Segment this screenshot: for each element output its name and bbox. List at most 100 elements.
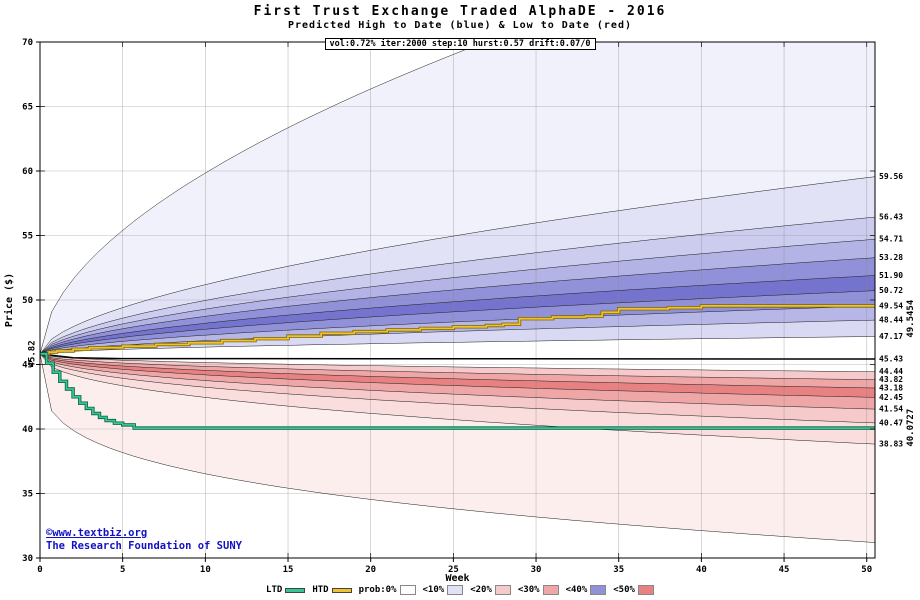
x-tick-label: 10 — [200, 565, 211, 575]
fan-boundary-curve — [40, 319, 875, 355]
band-value-label: 42.45 — [879, 393, 903, 402]
fan-boundary-curve — [40, 353, 875, 424]
fan-boundary-curve — [40, 353, 875, 372]
band-value-label: 47.17 — [879, 332, 903, 341]
legend-prob50-label: <50% — [613, 585, 635, 595]
series-lines — [40, 42, 875, 543]
fan-band — [40, 353, 875, 445]
x-axis-title: Week — [445, 573, 469, 584]
legend-prob30-label: <30% — [517, 585, 540, 595]
copyright-url: ©www.textbiz.org — [46, 527, 148, 539]
htd-line — [40, 305, 875, 355]
fan-band — [40, 353, 875, 423]
fan-boundary-curve — [40, 353, 875, 398]
band-value-label: 49.54 — [879, 301, 903, 310]
legend-prob10-label: <10% — [422, 585, 445, 595]
x-tick-label: 50 — [861, 565, 872, 575]
legend-prob40-label: <40% — [565, 585, 588, 595]
y-tick-label: 70 — [22, 38, 33, 48]
legend: LTD HTD prob:0% <10% <20% <30% <40% <50 — [0, 585, 920, 595]
x-tick-label: 30 — [531, 565, 542, 575]
x-tick-label: 45 — [779, 565, 790, 575]
x-tick-label: 5 — [120, 565, 125, 575]
y-tick-label: 45 — [22, 361, 33, 371]
x-tick-label: 0 — [37, 565, 42, 575]
ltd-line — [40, 353, 875, 429]
legend-item-prob50: <50% — [613, 585, 654, 595]
legend-prob40-swatch — [590, 585, 607, 595]
labels: 0 5 10 15 20 25 30 35 40 45 50 30 35 40 45 50 55 60 65 70 We… — [3, 38, 916, 584]
fan-boundary-curve — [40, 353, 875, 389]
fan-boundary-curve — [40, 290, 875, 355]
fan-band — [40, 176, 875, 354]
x-tick-label: 25 — [448, 565, 459, 575]
band-value-label: 56.43 — [879, 213, 903, 222]
band-value-label: 41.54 — [879, 405, 903, 414]
legend-prob30-swatch — [542, 585, 559, 595]
band-value-label: 53.28 — [879, 253, 903, 262]
y-tick-label: 35 — [22, 490, 33, 500]
fan-band — [40, 275, 875, 354]
y-tick-label: 55 — [22, 232, 33, 242]
legend-item-prob0: prob:0% — [359, 585, 416, 595]
fan-band — [40, 353, 875, 388]
band-value-label: 51.90 — [879, 271, 903, 280]
fan-band — [40, 290, 875, 354]
y-tick-label: 50 — [22, 296, 33, 306]
legend-item-ltd: LTD — [266, 585, 306, 595]
copyright-org: The Research Foundation of SUNY — [46, 540, 242, 552]
legend-prob10-swatch — [447, 585, 464, 595]
legend-item-prob20: <20% — [470, 585, 511, 595]
x-tick-label: 20 — [365, 565, 376, 575]
fan-boundary-curve — [40, 257, 875, 355]
y-axis-title: Price ($) — [3, 273, 15, 327]
fan-boundary-curve — [40, 238, 875, 355]
fan-boundary-curve — [40, 305, 875, 355]
fan-boundary-curve — [40, 353, 875, 543]
copyright: ©www.textbiz.org The Research Foundation… — [46, 527, 242, 553]
band-value-label: 54.71 — [879, 235, 903, 244]
legend-prob20-swatch — [494, 585, 511, 595]
start-price-label: 45.82 — [28, 340, 38, 367]
final-value-label: 49.5454 — [906, 299, 916, 338]
legend-ltd-swatch — [285, 587, 306, 593]
legend-item-prob30: <30% — [518, 585, 559, 595]
fan-bands — [40, 42, 875, 543]
band-value-label: 38.83 — [879, 440, 903, 449]
x-tick-label: 40 — [696, 565, 707, 575]
x-tick-label: 15 — [283, 565, 294, 575]
fan-boundary-curve — [40, 176, 875, 355]
legend-prob20-label: <20% — [470, 585, 492, 595]
legend-prob0-label: prob:0% — [358, 585, 397, 595]
band-value-label: 50.72 — [879, 286, 903, 295]
fan-band — [40, 320, 875, 354]
fan-band — [40, 353, 875, 398]
fan-boundary-curve — [40, 275, 875, 355]
fan-band — [40, 42, 875, 354]
x-tick-label: 35 — [613, 565, 624, 575]
final-value-label: 40.0727 — [906, 409, 916, 447]
legend-item-prob40: <40% — [566, 585, 607, 595]
fan-boundary-curve — [40, 216, 875, 355]
fan-boundary-curve — [40, 353, 875, 410]
y-tick-label: 30 — [22, 554, 33, 564]
legend-prob0-swatch — [399, 585, 416, 595]
legend-htd-label: HTD — [312, 585, 329, 595]
band-value-label: 43.18 — [879, 383, 903, 392]
band-value-label: 45.43 — [879, 354, 903, 363]
fan-boundary-curve — [40, 336, 875, 355]
fan-band — [40, 239, 875, 354]
legend-item-htd: HTD — [312, 585, 352, 595]
fan-band — [40, 353, 875, 410]
mid-price-line — [40, 353, 875, 360]
legend-htd-swatch — [331, 587, 352, 593]
band-value-label: 44.44 — [879, 367, 903, 376]
fan-boundary-curve — [40, 353, 875, 445]
fan-band — [40, 257, 875, 354]
legend-prob50-swatch — [637, 585, 654, 595]
fan-boundary-curve — [40, 353, 875, 380]
y-tick-label: 60 — [22, 167, 33, 177]
y-tick-label: 40 — [22, 425, 33, 435]
band-value-label: 43.82 — [879, 375, 903, 384]
